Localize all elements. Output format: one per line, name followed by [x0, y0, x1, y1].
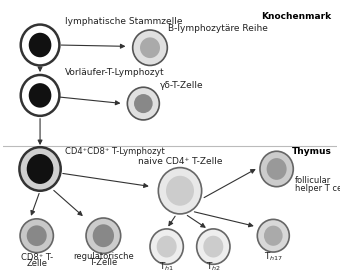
Ellipse shape: [20, 219, 53, 253]
Ellipse shape: [157, 236, 177, 257]
Text: B-lymphozytäre Reihe: B-lymphozytäre Reihe: [168, 24, 268, 33]
Text: helper T cell: helper T cell: [295, 184, 340, 193]
Ellipse shape: [29, 33, 51, 57]
Text: CD4⁺CD8⁺ T-Lymphozyt: CD4⁺CD8⁺ T-Lymphozyt: [65, 147, 165, 156]
Text: γδ-T-Zelle: γδ-T-Zelle: [160, 81, 204, 90]
Ellipse shape: [150, 229, 183, 264]
Ellipse shape: [29, 83, 51, 108]
Ellipse shape: [267, 158, 287, 180]
Text: T$_{h17}$: T$_{h17}$: [264, 250, 283, 263]
Ellipse shape: [27, 154, 53, 184]
Text: T$_{h2}$: T$_{h2}$: [206, 261, 221, 273]
Text: naive CD4⁺ T-Zelle: naive CD4⁺ T-Zelle: [138, 157, 222, 166]
Ellipse shape: [19, 147, 61, 191]
Ellipse shape: [134, 94, 153, 113]
Text: CD8⁺ T-: CD8⁺ T-: [21, 253, 53, 262]
Ellipse shape: [128, 87, 159, 120]
Ellipse shape: [257, 219, 289, 252]
Ellipse shape: [86, 218, 121, 254]
Ellipse shape: [166, 176, 194, 206]
Ellipse shape: [27, 225, 47, 246]
Text: regulatorische: regulatorische: [73, 252, 134, 262]
Text: Thymus: Thymus: [292, 147, 332, 156]
Ellipse shape: [140, 37, 160, 58]
Text: T$_{h1}$: T$_{h1}$: [159, 261, 174, 273]
Text: Knochenmark: Knochenmark: [261, 12, 332, 21]
Text: Zelle: Zelle: [26, 259, 47, 268]
Ellipse shape: [21, 24, 60, 65]
Ellipse shape: [21, 75, 60, 116]
Ellipse shape: [93, 224, 114, 247]
Ellipse shape: [264, 226, 283, 246]
Text: follicular: follicular: [295, 176, 331, 185]
Ellipse shape: [158, 168, 202, 214]
Text: lymphatische Stammzelle: lymphatische Stammzelle: [65, 17, 183, 26]
Text: T-Zelle: T-Zelle: [89, 259, 118, 267]
Ellipse shape: [203, 236, 223, 257]
Text: Vorläufer-T-Lymphozyt: Vorläufer-T-Lymphozyt: [65, 68, 165, 77]
Ellipse shape: [197, 229, 230, 264]
Ellipse shape: [133, 30, 167, 65]
Ellipse shape: [260, 151, 293, 187]
